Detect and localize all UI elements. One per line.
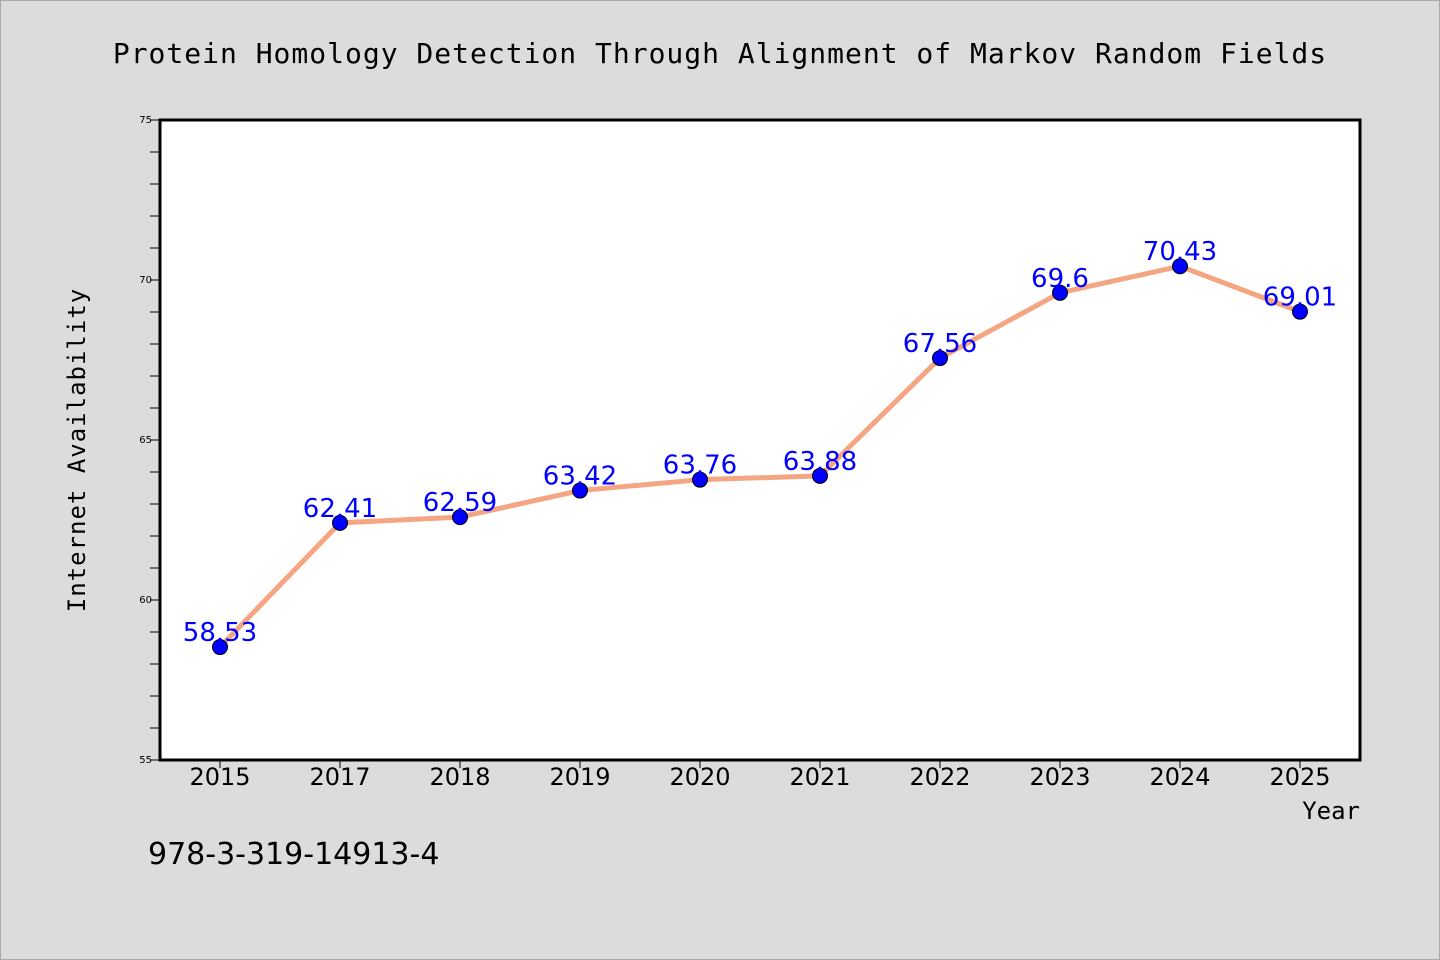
data-point xyxy=(572,482,588,499)
y-tick-label: 60 xyxy=(139,595,152,606)
data-label: 62.41 xyxy=(303,494,377,524)
x-tick-label: 2017 xyxy=(309,763,370,791)
x-tick-label: 2019 xyxy=(549,763,610,791)
x-tick-label: 2023 xyxy=(1029,763,1090,791)
data-point xyxy=(692,471,708,488)
data-label: 58.53 xyxy=(183,618,257,648)
data-label: 62.59 xyxy=(423,488,497,518)
y-tick-label: 55 xyxy=(139,755,152,766)
data-point xyxy=(812,467,828,484)
data-point xyxy=(1172,258,1188,275)
data-point xyxy=(212,639,228,656)
isbn-text: 978-3-319-14913-4 xyxy=(148,837,439,872)
data-label: 63.76 xyxy=(663,451,737,481)
x-tick-label: 2025 xyxy=(1269,763,1330,791)
x-tick-label: 2015 xyxy=(189,763,250,791)
data-label: 69.01 xyxy=(1263,283,1337,313)
x-tick-label: 2021 xyxy=(789,763,850,791)
data-label: 67.56 xyxy=(903,329,977,359)
series-layer: 58.53 62.41 62.59 63.42 63.76 63.88 67.56 69.6 7… xyxy=(183,237,1337,656)
x-axis-label: Year xyxy=(1302,797,1360,825)
data-label: 70.43 xyxy=(1143,237,1217,267)
x-tick-label: 2018 xyxy=(429,763,490,791)
series-line xyxy=(218,263,1301,649)
chart-title: Protein Homology Detection Through Align… xyxy=(113,37,1327,70)
data-point xyxy=(932,350,948,367)
data-point xyxy=(452,509,468,526)
y-tick-label: 75 xyxy=(139,115,152,126)
x-axis: 2015 2017 2018 2019 2020 2021 2022 2023 2024 2025 xyxy=(189,760,1331,791)
y-axis: 55 60 65 70 75 xyxy=(139,115,160,766)
data-point xyxy=(1292,303,1308,320)
data-label: 63.42 xyxy=(543,462,617,492)
y-tick-label: 70 xyxy=(139,275,152,286)
y-tick-label: 65 xyxy=(139,435,152,446)
plot-area xyxy=(158,118,1362,762)
data-point xyxy=(332,514,348,531)
y-axis-label: Internet Availability xyxy=(63,288,91,612)
data-label: 63.88 xyxy=(783,447,857,477)
data-point xyxy=(1052,284,1068,301)
x-tick-label: 2020 xyxy=(669,763,730,791)
x-tick-label: 2024 xyxy=(1149,763,1210,791)
data-label: 69.6 xyxy=(1031,264,1089,294)
x-tick-label: 2022 xyxy=(909,763,970,791)
